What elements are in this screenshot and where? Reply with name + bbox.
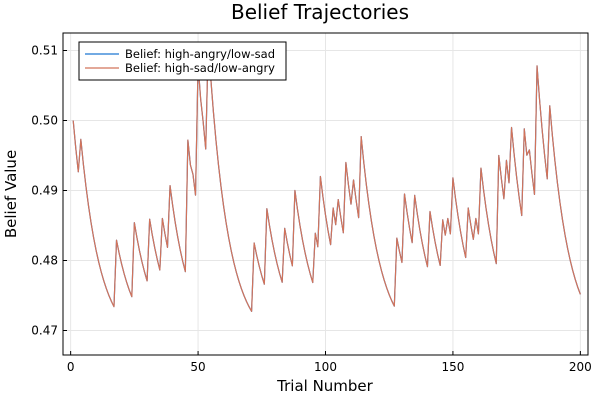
series-layer xyxy=(72,41,581,312)
y-axis-label: Belief Value xyxy=(2,150,20,238)
series-line-0 xyxy=(72,41,581,312)
x-tick-label: 200 xyxy=(569,360,592,374)
grid xyxy=(63,33,588,355)
y-tick-label: 0.51 xyxy=(31,44,58,58)
x-tick-label: 50 xyxy=(190,360,205,374)
x-axis-ticks: 0 50 100 150 200 xyxy=(67,351,592,374)
y-tick-label: 0.49 xyxy=(31,184,58,198)
y-tick-label: 0.50 xyxy=(31,114,58,128)
x-tick-label: 150 xyxy=(441,360,464,374)
x-axis-label: Trial Number xyxy=(276,377,374,395)
x-tick-label: 100 xyxy=(314,360,337,374)
y-axis-ticks: 0.47 0.48 0.49 0.50 0.51 xyxy=(31,44,67,338)
y-tick-label: 0.48 xyxy=(31,254,58,268)
y-tick-label: 0.47 xyxy=(31,324,58,338)
chart-title: Belief Trajectories xyxy=(231,0,409,24)
legend-label-series-1: Belief: high-sad/low-angry xyxy=(125,61,275,75)
legend-box xyxy=(78,41,287,81)
legend-label-series-0: Belief: high-angry/low-sad xyxy=(125,47,275,61)
series-line-1 xyxy=(72,41,581,312)
legend: Belief: high-angry/low-sad Belief: high-… xyxy=(78,41,287,81)
x-tick-label: 0 xyxy=(67,360,75,374)
